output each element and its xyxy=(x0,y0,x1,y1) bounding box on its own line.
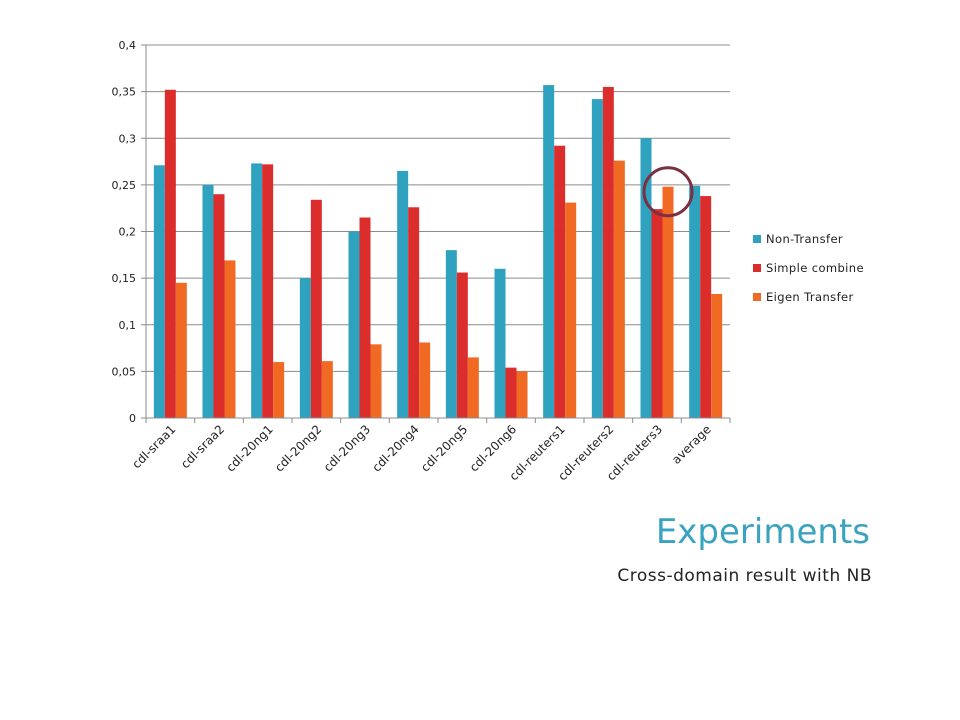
x-tick-label: average xyxy=(669,422,714,467)
x-tick-label: cdl-20ng1 xyxy=(223,422,275,474)
bar xyxy=(251,163,263,418)
x-tick-label: cdl-sraa1 xyxy=(129,422,178,471)
bar xyxy=(202,184,214,418)
x-tick-label: cdl-20ng3 xyxy=(321,422,373,474)
bar xyxy=(467,357,479,418)
bar xyxy=(613,160,625,418)
bar xyxy=(445,250,457,418)
x-tick-label: cdl-sraa2 xyxy=(178,422,227,471)
bar xyxy=(419,342,431,418)
legend-swatch xyxy=(753,293,761,301)
y-tick-label: 0 xyxy=(129,412,136,425)
x-tick-label: cdl-20ng4 xyxy=(369,422,421,474)
bar xyxy=(711,293,723,418)
bar xyxy=(397,170,409,418)
bar xyxy=(516,371,528,418)
y-tick-label: 0,3 xyxy=(119,132,137,145)
bar xyxy=(262,164,274,418)
bar xyxy=(651,209,663,418)
bar xyxy=(348,231,360,418)
y-tick-label: 0,05 xyxy=(112,365,137,378)
bar xyxy=(408,207,420,418)
bar xyxy=(456,272,468,418)
y-tick-label: 0,2 xyxy=(119,226,137,239)
bar xyxy=(153,165,165,418)
bars xyxy=(153,85,723,419)
legend-swatch xyxy=(753,264,761,272)
bar xyxy=(213,194,225,418)
highlight-circle xyxy=(642,166,694,218)
legend-swatch xyxy=(753,235,761,243)
x-axis-labels: cdl-sraa1 cdl-sraa2cdl-20ng1cdl-20ng2cdl-… xyxy=(129,422,713,483)
bar xyxy=(321,361,333,418)
y-axis-ticks: 0 0,05 0,1 0,15 0,2 0,25 0,3 0,35 0,4 xyxy=(112,39,146,425)
annotations xyxy=(642,166,694,218)
x-tick-label: cdl-20ng6 xyxy=(467,422,519,474)
bar xyxy=(591,99,603,419)
bar xyxy=(299,278,311,418)
y-tick-label: 0,15 xyxy=(112,272,137,285)
legend: Non-Transfer Simple combine Eigen Transfer xyxy=(753,232,864,304)
bar xyxy=(662,186,674,418)
bar xyxy=(543,85,555,418)
bar xyxy=(224,260,236,418)
bar xyxy=(164,89,176,418)
gridlines xyxy=(146,44,730,419)
bar xyxy=(602,86,614,419)
y-tick-label: 0,25 xyxy=(112,179,137,192)
y-tick-label: 0,35 xyxy=(112,86,137,99)
y-tick-label: 0,1 xyxy=(119,319,137,332)
bar xyxy=(359,217,371,418)
bar xyxy=(700,196,712,418)
bar xyxy=(494,268,506,418)
y-tick-label: 0,4 xyxy=(119,39,137,52)
slide-title: Experiments xyxy=(655,512,870,552)
x-tick-label: cdl-20ng2 xyxy=(272,422,324,474)
bar xyxy=(554,145,566,418)
legend-label: Simple combine xyxy=(766,261,864,275)
legend-label: Non-Transfer xyxy=(766,232,843,246)
bar xyxy=(273,362,285,418)
bar xyxy=(640,138,652,418)
x-tick-label: cdl-20ng5 xyxy=(418,422,470,474)
bar xyxy=(689,185,701,418)
slide-subtitle: Cross-domain result with NB xyxy=(617,566,872,586)
legend-label: Eigen Transfer xyxy=(766,290,854,304)
bar xyxy=(505,367,517,418)
bar xyxy=(175,282,187,418)
bar xyxy=(370,344,382,418)
bar xyxy=(565,202,577,418)
axes xyxy=(145,45,731,423)
bar xyxy=(310,199,322,418)
